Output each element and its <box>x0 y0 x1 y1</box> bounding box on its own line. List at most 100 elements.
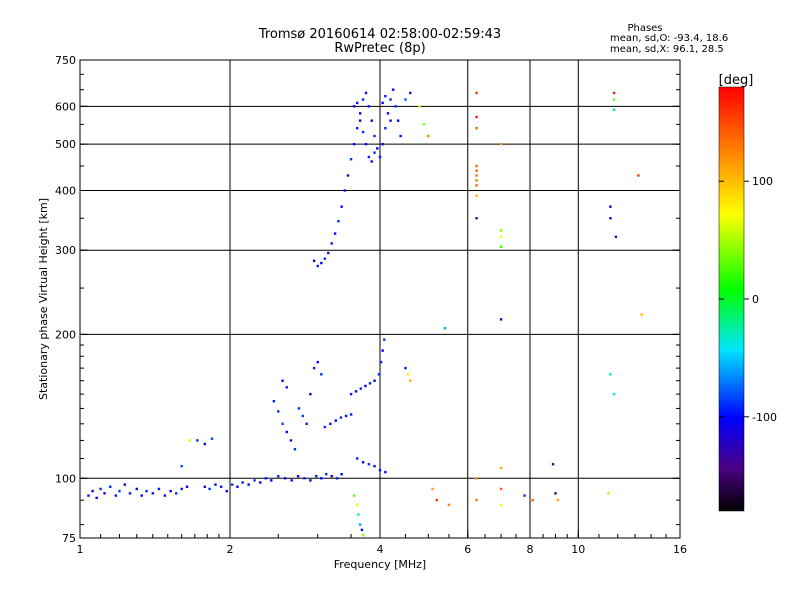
data-point <box>358 523 362 526</box>
data-point <box>340 205 343 208</box>
data-point <box>91 489 94 493</box>
data-point <box>364 91 368 95</box>
data-point <box>335 477 339 480</box>
data-point <box>354 390 358 393</box>
colorbar-label: [deg] <box>719 73 754 88</box>
data-point <box>352 494 356 497</box>
data-point <box>384 470 387 474</box>
chart-subtitle: RwPretec (8p) <box>334 41 425 56</box>
data-point <box>323 257 327 260</box>
data-point <box>499 245 503 248</box>
data-point <box>384 94 387 98</box>
data-point <box>475 169 478 172</box>
data-point <box>373 464 376 468</box>
data-point <box>358 119 362 122</box>
y-tick-label: 400 <box>55 184 76 197</box>
data-point <box>253 479 256 482</box>
data-point <box>612 392 616 396</box>
data-point <box>281 422 284 426</box>
data-point <box>277 475 280 478</box>
data-point <box>475 498 478 502</box>
data-point <box>475 179 478 182</box>
data-point <box>406 373 410 376</box>
x-tick-label: 6 <box>464 543 471 556</box>
data-point <box>640 313 643 316</box>
data-point <box>361 534 365 537</box>
data-point <box>361 130 365 134</box>
data-point <box>333 232 337 235</box>
data-point <box>367 155 371 159</box>
data-point <box>309 392 312 396</box>
data-point <box>303 477 306 480</box>
data-point <box>431 487 434 491</box>
data-point <box>309 479 312 482</box>
data-point <box>320 477 323 480</box>
data-point <box>475 174 478 177</box>
data-point <box>361 461 365 464</box>
data-point <box>196 439 199 442</box>
data-point <box>475 194 478 197</box>
data-point <box>185 485 189 488</box>
data-point <box>312 366 316 370</box>
data-point <box>391 88 395 91</box>
y-tick-label: 200 <box>55 328 76 341</box>
y-tick-label: 750 <box>55 54 76 67</box>
data-point <box>283 477 287 480</box>
data-point <box>320 373 323 376</box>
data-point <box>609 217 612 220</box>
x-tick-label: 10 <box>571 543 585 556</box>
data-point <box>355 126 359 130</box>
data-point <box>379 360 383 364</box>
x-tick-label: 16 <box>673 543 687 556</box>
data-point <box>370 119 373 122</box>
data-point <box>339 416 343 419</box>
phase-stats-heading: Phases <box>627 23 662 34</box>
data-point <box>323 425 327 429</box>
data-point <box>370 160 373 163</box>
data-point <box>188 439 191 442</box>
colorbar-tick-label: 100 <box>752 175 773 188</box>
data-point <box>396 119 400 122</box>
data-point <box>330 475 333 478</box>
data-point <box>316 264 319 268</box>
data-point <box>109 485 112 488</box>
data-point <box>386 112 390 115</box>
data-point <box>612 91 616 95</box>
data-point <box>475 477 478 480</box>
data-point <box>373 134 376 138</box>
data-point <box>556 498 560 502</box>
data-point <box>499 229 503 232</box>
data-point <box>118 489 121 493</box>
data-point <box>285 430 288 434</box>
data-point <box>180 464 183 468</box>
data-point <box>364 142 368 146</box>
data-point <box>367 105 371 108</box>
data-point <box>289 439 293 442</box>
data-point <box>373 379 376 382</box>
data-point <box>612 108 616 112</box>
data-point <box>337 220 340 223</box>
data-point <box>264 477 268 480</box>
data-point <box>381 142 384 146</box>
data-point <box>447 503 451 507</box>
data-point <box>140 494 143 497</box>
data-point <box>247 483 250 486</box>
data-point <box>551 463 555 466</box>
y-tick-label: 75 <box>62 532 76 545</box>
data-point <box>128 492 132 495</box>
data-point <box>277 410 280 413</box>
data-point <box>614 235 618 239</box>
data-point <box>352 105 356 108</box>
data-point <box>367 463 371 466</box>
data-point <box>409 379 412 382</box>
data-point <box>427 134 430 138</box>
data-point <box>443 327 447 330</box>
data-point <box>355 503 359 507</box>
data-point <box>359 387 362 390</box>
colorbar-tick-label: -100 <box>752 411 777 424</box>
data-point <box>334 419 337 422</box>
data-point <box>355 101 359 105</box>
data-point <box>344 414 348 418</box>
data-point <box>349 413 353 416</box>
data-point <box>435 498 438 502</box>
